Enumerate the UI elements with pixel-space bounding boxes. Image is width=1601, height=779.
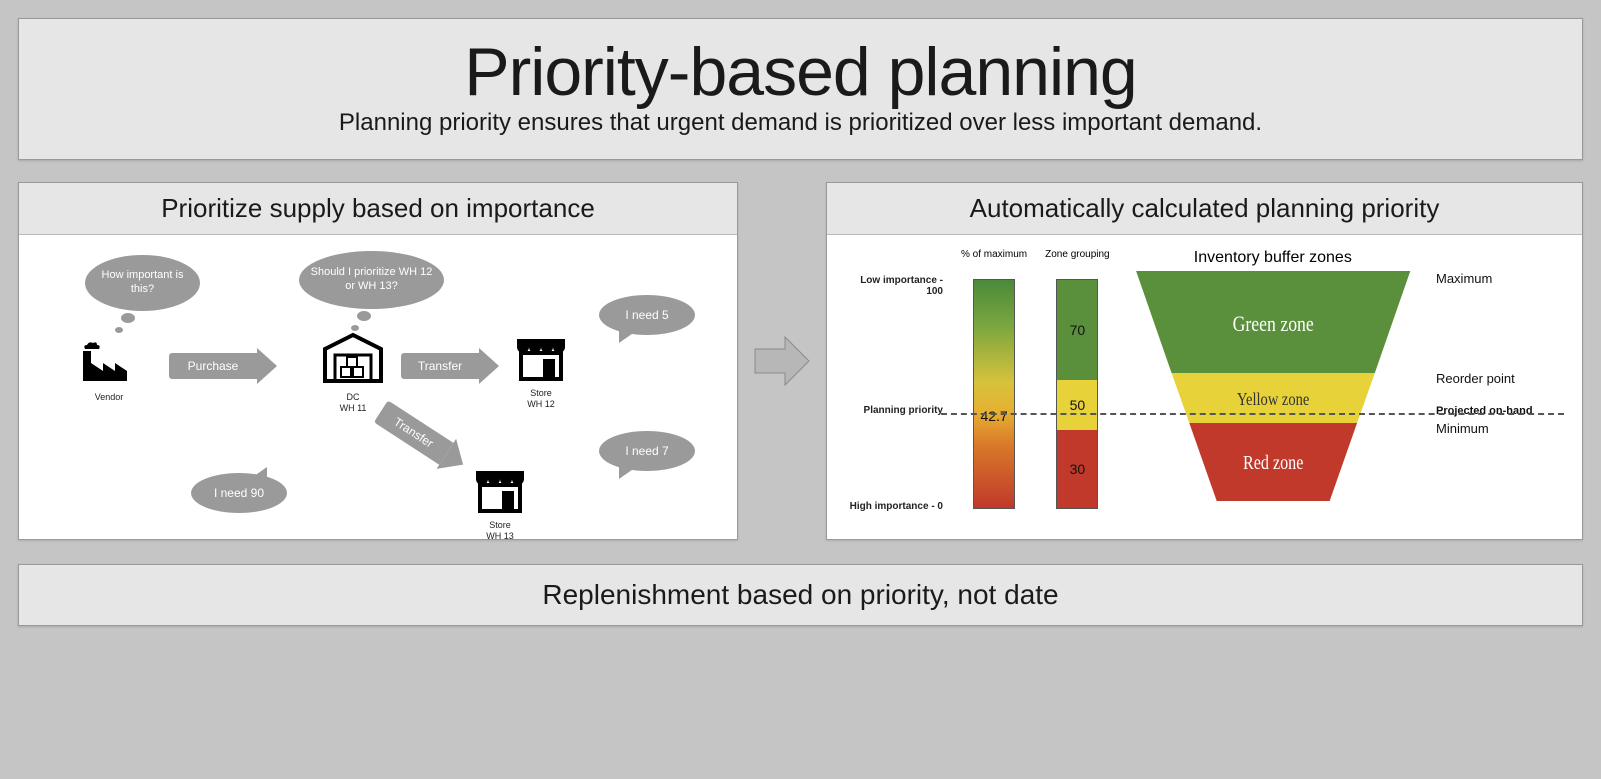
- importance-labels: Low importance - 100 Planning priority H…: [843, 249, 943, 509]
- vendor-label: Vendor: [79, 392, 139, 403]
- pct-max-label: % of maximum: [961, 249, 1027, 275]
- speech-dc-text: I need 90: [214, 486, 264, 500]
- transfer-arrow-1-label: Transfer: [401, 353, 479, 379]
- thought-dc-text: Should I prioritize WH 12 or WH 13?: [305, 266, 438, 294]
- funnel-red-label: Red zone: [1243, 451, 1303, 473]
- header-panel: Priority-based planning Planning priorit…: [18, 18, 1583, 160]
- dc-label-2: WH 11: [340, 403, 367, 413]
- purchase-arrow: Purchase: [169, 353, 277, 379]
- gradient-bar: 42.7: [973, 279, 1015, 509]
- store13-icon: Store WH 13: [472, 467, 528, 520]
- projected-label: Projected on-hand: [1436, 405, 1533, 417]
- footer-text: Replenishment based on priority, not dat…: [542, 579, 1058, 610]
- zone-grouping-label: Zone grouping: [1045, 249, 1110, 275]
- funnel-svg: Green zone Yellow zone Red zone: [1128, 271, 1418, 503]
- transfer-arrow-2: Transfer: [374, 400, 470, 475]
- transfer-arrow-1: Transfer: [401, 353, 499, 379]
- zone-grouping-bar: 70 50 30: [1056, 279, 1098, 509]
- page-title: Priority-based planning: [39, 33, 1562, 111]
- zone-grouping-column: Zone grouping 70 50 30: [1045, 249, 1110, 509]
- planning-priority-value: 42.7: [980, 408, 1007, 424]
- funnel-yellow-label: Yellow zone: [1237, 388, 1309, 409]
- middle-row: Prioritize supply based on importance Ho…: [18, 182, 1583, 540]
- thought-vendor-text: How important is this?: [91, 269, 194, 297]
- zg-green: 70: [1057, 280, 1097, 380]
- store12-label-1: Store: [530, 388, 552, 398]
- maximum-label: Maximum: [1436, 271, 1492, 286]
- store12-icon: Store WH 12: [513, 335, 569, 388]
- speech-store12-text: I need 5: [625, 308, 668, 322]
- zg-red-val: 30: [1070, 461, 1086, 477]
- speech-dc-need: I need 90: [191, 473, 287, 513]
- gradient-column: % of maximum 42.7: [961, 249, 1027, 509]
- dc-label-1: DC: [347, 392, 360, 402]
- factory-icon: Vendor: [79, 337, 139, 392]
- transfer-arrow-2-label: Transfer: [374, 400, 454, 464]
- page-subtitle: Planning priority ensures that urgent de…: [39, 109, 1562, 137]
- speech-store12: I need 5: [599, 295, 695, 335]
- right-labels: Maximum Reorder point Projected on-hand …: [1436, 249, 1566, 509]
- high-importance-label: High importance - 0: [850, 501, 943, 512]
- left-card-title: Prioritize supply based on importance: [19, 183, 737, 235]
- planning-priority-label: Planning priority: [864, 405, 943, 416]
- center-arrow-icon: [750, 329, 814, 393]
- speech-store13: I need 7: [599, 431, 695, 471]
- right-card-title: Automatically calculated planning priori…: [827, 183, 1582, 235]
- thought-dc: Should I prioritize WH 12 or WH 13?: [299, 251, 444, 309]
- zg-red: 30: [1057, 430, 1097, 508]
- footer-panel: Replenishment based on priority, not dat…: [18, 564, 1583, 626]
- store13-label-2: WH 13: [486, 531, 514, 541]
- funnel-green-label: Green zone: [1232, 312, 1313, 336]
- right-card: Automatically calculated planning priori…: [826, 182, 1583, 540]
- left-card: Prioritize supply based on importance Ho…: [18, 182, 738, 540]
- warehouse-icon: DC WH 11: [321, 331, 385, 392]
- projected-dash-line: [941, 413, 1564, 415]
- minimum-label: Minimum: [1436, 421, 1489, 436]
- funnel-title: Inventory buffer zones: [1128, 249, 1418, 267]
- speech-store13-text: I need 7: [625, 444, 668, 458]
- zg-yellow-val: 50: [1070, 397, 1086, 413]
- low-importance-label: Low importance - 100: [843, 275, 943, 297]
- zg-yellow: 50: [1057, 380, 1097, 430]
- funnel-area: Inventory buffer zones Green zone Yellow…: [1128, 249, 1418, 508]
- left-diagram: How important is this? Should I prioriti…: [19, 235, 737, 539]
- store12-label-2: WH 12: [527, 399, 555, 409]
- right-diagram: Low importance - 100 Planning priority H…: [827, 235, 1582, 539]
- zg-green-val: 70: [1070, 322, 1086, 338]
- thought-vendor: How important is this?: [85, 255, 200, 311]
- purchase-arrow-label: Purchase: [169, 353, 257, 379]
- reorder-label: Reorder point: [1436, 371, 1515, 386]
- store13-label-1: Store: [489, 520, 511, 530]
